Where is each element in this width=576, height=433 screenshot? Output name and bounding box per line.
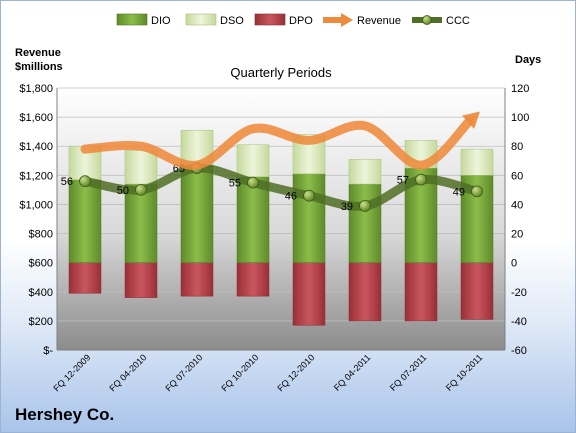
left-tick-label: $1,600 xyxy=(19,112,53,124)
ccc-data-label: 55 xyxy=(229,178,241,190)
legend-swatch-ccc-marker xyxy=(422,15,432,25)
ccc-marker xyxy=(303,189,315,202)
left-tick-label: $600 xyxy=(29,258,53,270)
bar-dio xyxy=(236,176,270,263)
bar-dio xyxy=(180,164,214,263)
legend-label-dpo: DPO xyxy=(289,15,313,27)
ccc-data-label: 50 xyxy=(117,185,129,197)
left-tick-label: $1,800 xyxy=(19,83,53,95)
left-tick-label: $200 xyxy=(29,316,53,328)
right-axis-title: Days xyxy=(515,54,542,66)
ccc-marker xyxy=(415,173,427,186)
ccc-data-label: 49 xyxy=(453,186,465,198)
right-tick-label: -60 xyxy=(511,345,527,357)
ccc-marker xyxy=(79,175,91,188)
bar-dso xyxy=(124,150,158,185)
category-label: FQ 04-2010 xyxy=(107,352,148,393)
legend-label-revenue: Revenue xyxy=(357,15,401,27)
right-tick-label: -40 xyxy=(511,316,527,328)
bar-dpo xyxy=(68,262,102,294)
category-label: FQ 12-2009 xyxy=(51,352,92,393)
revenue-arrowhead xyxy=(462,111,480,129)
bar-dpo xyxy=(460,262,494,320)
category-label: FQ 07-2010 xyxy=(163,352,204,393)
right-tick-label: 0 xyxy=(511,258,517,270)
right-tick-label: 20 xyxy=(511,229,523,241)
bar-dio xyxy=(124,183,158,263)
bar-dpo xyxy=(348,262,382,322)
bar-dpo xyxy=(236,262,270,297)
bar-dso xyxy=(460,148,494,176)
left-axis-title-line2: $millions xyxy=(15,61,63,73)
ccc-data-label: 57 xyxy=(397,175,409,187)
bar-dso xyxy=(348,159,382,185)
category-label: FQ 12-2010 xyxy=(275,352,316,393)
right-tick-label: 80 xyxy=(511,141,523,153)
bar-series xyxy=(68,129,494,326)
plot-area xyxy=(57,88,505,350)
ccc-marker xyxy=(135,183,147,196)
legend-label-dso: DSO xyxy=(220,15,244,27)
legend: DIO DSO DPO Revenue CCC xyxy=(116,13,470,27)
ccc-marker xyxy=(247,176,259,189)
legend-swatch-dso xyxy=(185,13,217,26)
legend-label-ccc: CCC xyxy=(446,15,470,27)
left-tick-label: $400 xyxy=(29,287,53,299)
ccc-data-label: 39 xyxy=(341,201,353,213)
legend-swatch-dpo xyxy=(254,13,286,26)
category-label: FQ 07-2011 xyxy=(388,352,429,393)
legend-label-dio: DIO xyxy=(151,15,171,27)
bar-dpo xyxy=(180,262,214,297)
right-tick-label: 120 xyxy=(511,83,529,95)
right-tick-label: 40 xyxy=(511,199,523,211)
bar-dso xyxy=(236,144,270,178)
bar-dpo xyxy=(404,262,438,322)
bar-dio xyxy=(292,173,326,263)
ccc-data-label: 56 xyxy=(61,176,73,188)
category-label: FQ 10-2010 xyxy=(219,352,260,393)
company-name: Hershey Co. xyxy=(15,405,115,424)
chart-title: Quarterly Periods xyxy=(230,65,332,80)
left-tick-label: $800 xyxy=(29,229,53,241)
ccc-marker xyxy=(359,199,371,212)
bar-dpo xyxy=(292,262,326,326)
left-axis-title: Revenue $millions xyxy=(15,46,63,74)
bar-dpo xyxy=(124,262,158,298)
left-tick-label: $1,000 xyxy=(19,199,53,211)
right-tick-label: 60 xyxy=(511,170,523,182)
left-tick-label: $- xyxy=(43,345,53,357)
right-tick-label: -20 xyxy=(511,287,527,299)
ccc-data-label: 46 xyxy=(285,191,297,203)
revenue-line xyxy=(80,116,475,170)
legend-swatch-revenue-arrowhead xyxy=(341,13,353,27)
bar-dio xyxy=(68,179,102,263)
right-tick-label: 100 xyxy=(511,112,529,124)
left-tick-label: $1,400 xyxy=(19,141,53,153)
legend-swatch-dio xyxy=(116,13,148,26)
category-label: FQ 04-2011 xyxy=(332,352,373,393)
left-axis-title-line1: Revenue xyxy=(15,47,61,59)
category-label: FQ 10-2011 xyxy=(444,352,485,393)
bar-dio xyxy=(348,183,382,263)
left-tick-label: $1,200 xyxy=(19,170,53,182)
ccc-marker xyxy=(471,185,483,198)
